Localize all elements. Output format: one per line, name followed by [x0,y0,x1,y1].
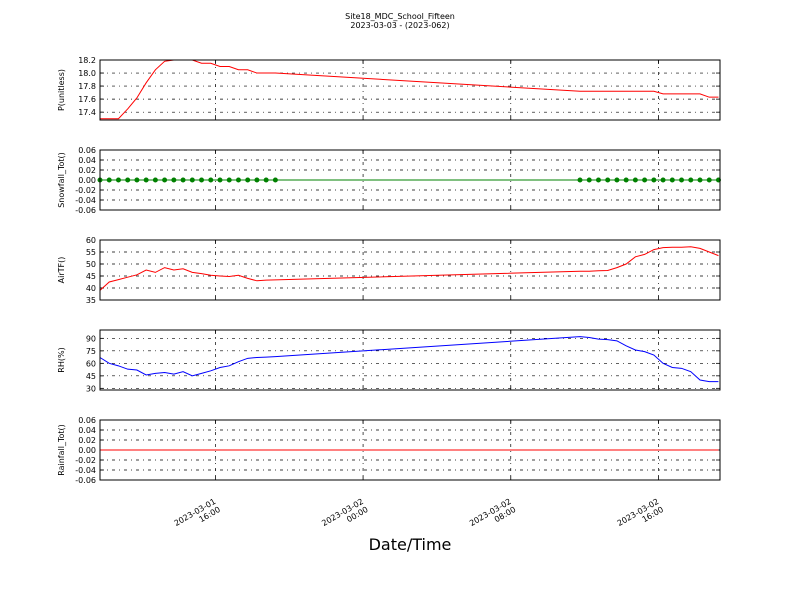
y-tick-label: -0.02 [75,186,96,195]
chart-subtitle: 2023-03-03 - (2023-062) [350,21,449,30]
y-tick-label: 50 [86,260,96,269]
data-line [99,246,719,291]
chart-title: Site18_MDC_School_Fifteen [345,12,455,21]
y-tick-label: 40 [86,284,96,293]
data-point [586,177,592,183]
y-tick-label: -0.06 [75,206,96,215]
y-tick-label: 17.6 [78,95,96,104]
y-tick-label: -0.04 [75,196,96,205]
y-tick-label: 30 [86,384,96,393]
data-point [272,177,278,183]
y-tick-label: 60 [86,359,96,368]
y-axis-label: AirTF() [57,257,66,284]
data-point [688,177,694,183]
data-point [171,177,177,183]
data-point [115,177,121,183]
y-tick-label: 0.02 [78,436,96,445]
y-tick-label: 18.2 [78,56,96,65]
y-tick-label: 0.00 [78,176,96,185]
data-point [180,177,186,183]
data-point [199,177,205,183]
data-point [226,177,232,183]
y-tick-label: 17.8 [78,82,96,91]
data-point [595,177,601,183]
data-line [100,59,719,120]
data-point [134,177,140,183]
data-point [125,177,131,183]
y-tick-label: 0.00 [78,446,96,455]
data-line [99,336,719,383]
data-point [669,177,675,183]
data-point [697,177,703,183]
data-point [152,177,158,183]
plot-frame [99,149,721,211]
y-tick-label: 0.06 [78,416,96,425]
y-tick-label: 17.4 [78,108,96,117]
y-tick-label: 55 [86,248,96,257]
data-point [623,177,629,183]
y-axis-label: Rainfall_Tot() [57,424,66,476]
y-axis-label: Snowfall_Tot() [57,152,66,208]
y-tick-label: 75 [86,347,96,356]
plot-frame [99,59,721,121]
data-point [679,177,685,183]
y-tick-label: -0.06 [75,476,96,485]
plot-frame [99,329,721,391]
data-point [263,177,269,183]
data-point [660,177,666,183]
y-tick-label: 0.04 [78,426,96,435]
y-tick-label: 45 [86,272,96,281]
data-point [208,177,214,183]
y-tick-label: 18.0 [78,69,96,78]
y-tick-label: -0.04 [75,466,96,475]
data-point [189,177,195,183]
data-point [143,177,149,183]
data-point [642,177,648,183]
plot-frame [99,419,721,481]
y-tick-label: 90 [86,334,96,343]
data-point [217,177,223,183]
data-point [614,177,620,183]
y-tick-label: 35 [86,296,96,305]
x-axis-label: Date/Time [369,535,452,554]
data-point [706,177,712,183]
data-point [106,177,112,183]
data-point [162,177,168,183]
y-tick-label: 0.06 [78,146,96,155]
data-point [235,177,241,183]
y-tick-label: -0.02 [75,456,96,465]
data-point [605,177,611,183]
y-tick-label: 0.02 [78,166,96,175]
data-point [651,177,657,183]
y-tick-label: 60 [86,236,96,245]
data-point [577,177,583,183]
data-point [254,177,260,183]
plot-frame [99,239,721,301]
y-axis-label: RH(%) [57,347,66,372]
data-point [245,177,251,183]
y-tick-label: 0.04 [78,156,96,165]
y-axis-label: P(unitless) [57,69,66,111]
y-tick-label: 45 [86,372,96,381]
data-point [632,177,638,183]
